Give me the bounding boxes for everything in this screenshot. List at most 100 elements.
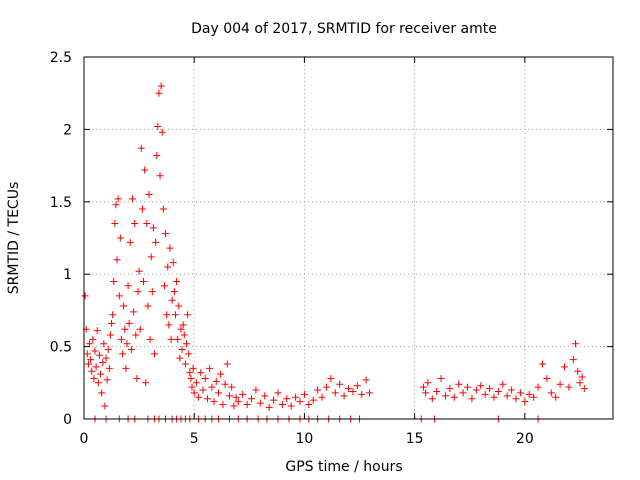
data-point — [547, 389, 555, 397]
data-point — [433, 387, 441, 395]
data-point — [89, 335, 97, 343]
data-point — [128, 195, 136, 203]
data-point — [117, 335, 125, 343]
data-point — [116, 234, 124, 242]
data-point — [508, 386, 516, 394]
data-point — [450, 393, 458, 401]
data-point — [176, 354, 184, 362]
data-point — [121, 325, 129, 333]
data-point — [158, 128, 166, 136]
data-point — [331, 389, 339, 397]
y-tick-label: 2 — [63, 122, 72, 138]
data-point — [83, 350, 91, 358]
data-point — [115, 292, 123, 300]
data-point — [146, 335, 154, 343]
data-point — [265, 403, 273, 411]
data-point — [104, 345, 112, 353]
x-tick-labels: 0 5 10 15 20 — [80, 431, 534, 447]
data-point — [464, 383, 472, 391]
data-point — [186, 369, 194, 377]
data-point — [131, 220, 139, 228]
data-point — [127, 345, 135, 353]
y-tick-label: 1.5 — [50, 195, 72, 211]
data-point — [119, 350, 127, 358]
data-point — [296, 398, 304, 406]
data-point — [314, 386, 322, 394]
data-point — [178, 345, 186, 353]
data-point — [145, 191, 153, 199]
data-point — [210, 398, 218, 406]
data-point — [336, 380, 344, 388]
data-point — [133, 374, 141, 382]
data-point — [123, 340, 131, 348]
data-point — [182, 340, 190, 348]
data-point — [134, 288, 142, 296]
data-point — [274, 389, 282, 397]
data-point — [419, 383, 427, 391]
data-point — [248, 395, 256, 403]
data-point — [185, 350, 193, 358]
data-point — [125, 319, 133, 327]
data-point — [132, 331, 140, 339]
data-point — [174, 335, 182, 343]
data-point — [468, 395, 476, 403]
data-point — [318, 393, 326, 401]
data-point — [349, 387, 357, 395]
data-point — [223, 360, 231, 368]
data-point — [157, 82, 165, 90]
data-point — [576, 379, 584, 387]
data-point — [214, 389, 222, 397]
data-point — [175, 302, 183, 310]
data-point — [572, 340, 580, 348]
data-point — [112, 201, 120, 209]
data-point — [170, 288, 178, 296]
data-point — [91, 347, 99, 355]
data-point — [486, 385, 494, 393]
data-point — [234, 398, 242, 406]
data-point — [472, 386, 480, 394]
data-point — [156, 172, 164, 180]
data-point — [206, 364, 214, 372]
data-point — [208, 383, 216, 391]
data-point — [300, 390, 308, 398]
data-point — [181, 360, 189, 368]
data-point — [188, 383, 196, 391]
data-point — [578, 373, 586, 381]
data-point — [252, 386, 260, 394]
data-point — [114, 195, 122, 203]
y-tick-labels: 0 0.5 1 1.5 2 2.5 — [50, 50, 72, 428]
data-point — [580, 385, 588, 393]
data-point — [167, 335, 175, 343]
data-point — [142, 379, 150, 387]
data-point — [278, 401, 286, 409]
data-point — [148, 288, 156, 296]
y-tick-label: 2.5 — [50, 50, 72, 66]
data-point — [143, 220, 151, 228]
data-point — [422, 389, 430, 397]
data-point — [424, 379, 432, 387]
data-point — [105, 364, 113, 372]
data-point — [225, 392, 233, 400]
data-point — [153, 151, 161, 159]
data-point — [521, 398, 529, 406]
data-point — [195, 393, 203, 401]
data-point — [477, 382, 485, 390]
data-point — [92, 363, 100, 371]
data-point — [144, 302, 152, 310]
data-point — [525, 390, 533, 398]
data-point — [212, 377, 220, 385]
x-tick-label: 5 — [190, 431, 199, 447]
data-point — [327, 374, 335, 382]
data-point — [122, 364, 130, 372]
data-point — [81, 292, 89, 300]
data-point — [99, 359, 107, 367]
y-tick-label: 0.5 — [50, 340, 72, 356]
data-point — [199, 386, 207, 394]
x-tick-label: 20 — [516, 431, 534, 447]
data-point — [180, 331, 188, 339]
data-point — [292, 393, 300, 401]
data-point — [120, 302, 128, 310]
data-point — [494, 387, 502, 395]
data-point — [154, 123, 162, 131]
data-point — [151, 350, 159, 358]
